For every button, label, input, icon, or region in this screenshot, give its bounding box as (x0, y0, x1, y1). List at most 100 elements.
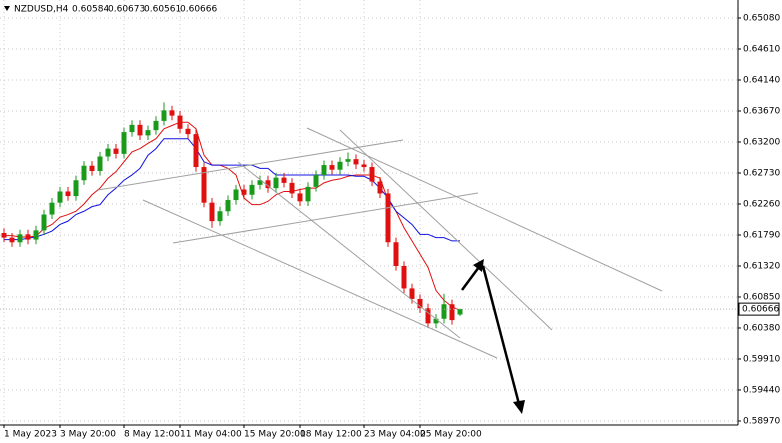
trendline (172, 192, 479, 244)
candle-body (41, 214, 47, 231)
x-tick-label: 25 May 20:00 (420, 430, 482, 440)
candle-body (153, 120, 159, 131)
candle-body (177, 115, 183, 129)
arrow (460, 266, 481, 291)
y-tick-label: 0.60380 (743, 323, 780, 333)
y-tick-label: 0.58970 (743, 416, 780, 426)
candle-body (25, 234, 31, 240)
candle-body (81, 165, 87, 181)
candle-body (401, 265, 407, 289)
candle-body (1, 233, 7, 238)
candle-body (9, 237, 15, 243)
low-value: 0.60561 (144, 5, 181, 15)
candle-body (185, 128, 191, 135)
candle-body (161, 110, 167, 121)
price-label-box (738, 302, 780, 316)
candle-body (217, 211, 223, 222)
axis-labels: 0.65080 0.64610 0.64140 0.63670 0.63200 0.627… (3, 14, 780, 440)
indicator-line (4, 121, 461, 311)
candle-body (361, 164, 367, 168)
candle-body (425, 308, 431, 324)
candle-body (281, 177, 287, 183)
candles (0, 102, 738, 328)
candle-body (409, 288, 415, 299)
trendlines (97, 127, 663, 359)
candle-body (297, 193, 303, 202)
price-label: 0.60666 (742, 305, 779, 315)
y-tick-label: 0.62730 (743, 168, 780, 178)
candle-body (33, 230, 39, 240)
trendline (142, 199, 498, 359)
header: NZDUSD,H4 0.60584 0.60673 0.60561 0.6066… (4, 5, 217, 15)
candle-body (377, 181, 383, 194)
candle-body (249, 184, 255, 195)
open-value: 0.60584 (72, 5, 109, 15)
candle-body (49, 202, 55, 215)
candle-body (201, 167, 207, 203)
candle-body (97, 156, 103, 172)
dropdown-icon[interactable] (4, 6, 10, 11)
candle-body (105, 148, 111, 157)
trendline (237, 161, 461, 339)
candle-body (17, 234, 23, 243)
candle-body (89, 165, 95, 172)
candle-body (121, 132, 127, 154)
symbol: NZDUSD,H4 (14, 5, 69, 15)
candle-body (305, 186, 311, 202)
candle-body (385, 193, 391, 243)
close-value: 0.60666 (180, 5, 217, 15)
candle-body (329, 165, 335, 170)
candle-body (137, 124, 143, 136)
x-tick-label: 11 May 04:00 (180, 430, 242, 440)
candle-body (209, 202, 215, 222)
indicators (4, 121, 461, 311)
candle-body (233, 189, 239, 201)
y-tick-label: 0.64140 (743, 76, 780, 86)
arrow (481, 265, 521, 405)
y-tick-label: 0.59440 (743, 385, 780, 395)
candle-body (289, 182, 295, 194)
candle-body (257, 180, 263, 185)
candle-body (241, 189, 247, 195)
x-tick-label: 8 May 12:00 (124, 430, 180, 440)
candle-body (145, 130, 151, 136)
candle-body (265, 180, 271, 189)
arrow-head (473, 259, 484, 272)
x-tick-label: 1 May 2023 (4, 430, 57, 440)
candle-body (193, 134, 199, 168)
y-tick-label: 0.63670 (743, 106, 780, 116)
candle-body (449, 304, 455, 321)
candle-body (337, 161, 343, 170)
y-tick-label: 0.59910 (743, 354, 780, 364)
y-tick-label: 0.60850 (743, 292, 780, 302)
candle-body (65, 191, 71, 197)
candle-body (313, 174, 319, 187)
arrow-head (513, 400, 525, 414)
grid (0, 0, 738, 425)
x-tick-label: 3 May 20:00 (60, 430, 116, 440)
y-tick-label: 0.61790 (743, 230, 780, 240)
y-tick-label: 0.62260 (743, 199, 780, 209)
y-tick-label: 0.63200 (743, 137, 780, 147)
candle-body (441, 304, 447, 319)
candle-body (345, 159, 351, 162)
candle-body (169, 110, 175, 116)
x-tick-label: 23 May 04:00 (364, 430, 426, 440)
trendline (339, 129, 553, 331)
candle-body (433, 318, 439, 324)
x-tick-label: 15 May 20:00 (244, 430, 306, 440)
high-value: 0.60673 (108, 5, 145, 15)
y-tick-label: 0.64610 (743, 45, 780, 55)
candle-body (321, 165, 327, 175)
candle-body (417, 298, 423, 309)
candle-body (353, 159, 359, 165)
candle-body (129, 124, 135, 133)
candle-body (113, 148, 119, 154)
candle-body (273, 177, 279, 189)
x-tick-label: 18 May 12:00 (300, 430, 362, 440)
candle-body (393, 242, 399, 266)
y-tick-label: 0.61320 (743, 261, 780, 271)
y-tick-label: 0.65080 (743, 14, 780, 24)
candle-body (57, 191, 63, 203)
